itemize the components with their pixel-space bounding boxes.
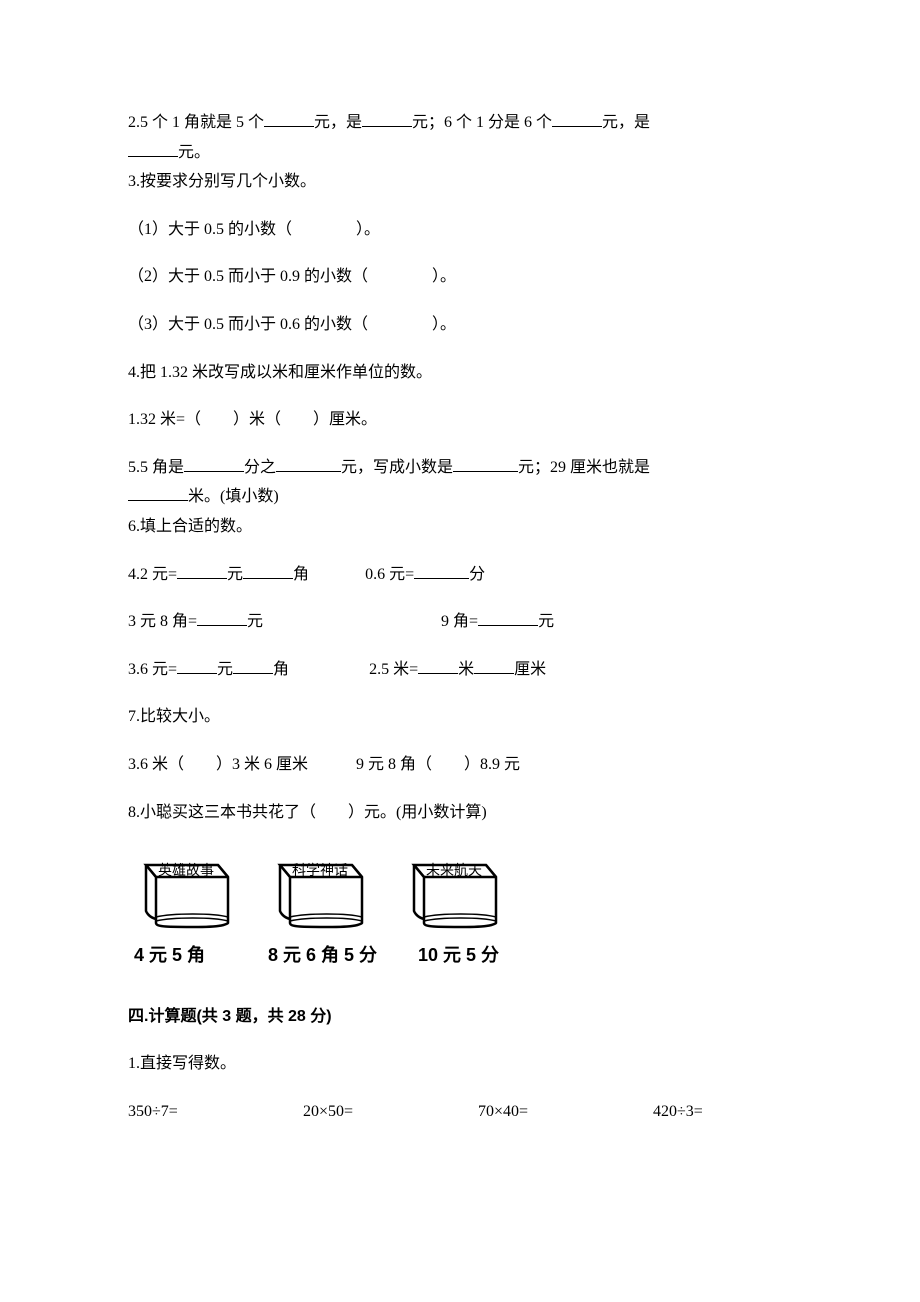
q6-r3a-mid: 元 — [217, 661, 233, 678]
q6-r2a-pre: 3 元 8 角= — [128, 613, 197, 630]
blank — [177, 658, 217, 674]
q6-r3a-end: 角 — [273, 661, 289, 678]
blank — [474, 658, 514, 674]
books-row: 英雄故事 科学神话 未来航天 — [128, 847, 792, 937]
prices-row: 4 元 5 角 8 元 6 角 5 分 10 元 5 分 — [128, 941, 792, 970]
blank — [184, 456, 244, 472]
question-7-expr: 3.6 米（ ）3 米 6 厘米 9 元 8 角（ ）8.9 元 — [128, 752, 792, 778]
q2-mid3: 元，是 — [602, 114, 650, 131]
q6-r1a-pre: 4.2 元= — [128, 566, 177, 583]
blank — [233, 658, 273, 674]
book-icon: 英雄故事 — [128, 847, 238, 937]
blank — [197, 610, 247, 626]
book-item-3: 未来航天 — [396, 847, 506, 937]
question-4-expr: 1.32 米=（ ）米（ ）厘米。 — [128, 407, 792, 433]
q5-mid2: 元，写成小数是 — [341, 459, 453, 476]
q6-r3b-pre: 2.5 米= — [369, 661, 418, 678]
q6-r1b-pre: 0.6 元= — [365, 566, 414, 583]
blank — [414, 563, 469, 579]
q6-r2b-end: 元 — [538, 613, 554, 630]
question-7-title: 7.比较大小。 — [128, 704, 792, 730]
blank — [177, 563, 227, 579]
blank — [264, 111, 314, 127]
section-4-q1: 1.直接写得数。 — [128, 1051, 792, 1077]
question-4-title: 4.把 1.32 米改写成以米和厘米作单位的数。 — [128, 360, 792, 386]
blank — [243, 563, 293, 579]
question-2-line2: 元。 — [128, 140, 792, 166]
question-3-item3: （3）大于 0.5 而小于 0.6 的小数（ ）。 — [128, 312, 792, 338]
question-3-item1: （1）大于 0.5 的小数（ ）。 — [128, 217, 792, 243]
question-3-title: 3.按要求分别写几个小数。 — [128, 169, 792, 195]
calc-row: 350÷7= 20×50= 70×40= 420÷3= — [128, 1099, 792, 1125]
question-8-title: 8.小聪买这三本书共花了（ ）元。(用小数计算) — [128, 800, 792, 826]
q5-mid1: 分之 — [244, 459, 276, 476]
blank — [478, 610, 538, 626]
blank — [128, 485, 188, 501]
blank — [128, 141, 178, 157]
book-item-2: 科学神话 — [262, 847, 372, 937]
question-6-row2: 3 元 8 角= 元 9 角= 元 — [128, 609, 792, 635]
book-item-1: 英雄故事 — [128, 847, 238, 937]
q6-r1a-end: 角 — [293, 566, 309, 583]
blank — [276, 456, 341, 472]
question-5-line2: 米。(填小数) — [128, 484, 792, 510]
calc-item-3: 70×40= — [478, 1099, 653, 1125]
q2-prefix: 2.5 个 1 角就是 5 个 — [128, 114, 264, 131]
calc-item-1: 350÷7= — [128, 1099, 303, 1125]
q6-r3a-pre: 3.6 元= — [128, 661, 177, 678]
q2-mid2: 元；6 个 1 分是 6 个 — [412, 114, 552, 131]
calc-item-4: 420÷3= — [653, 1099, 703, 1125]
q5-prefix: 5.5 角是 — [128, 459, 184, 476]
blank — [362, 111, 412, 127]
book-label-2: 科学神话 — [292, 863, 348, 879]
blank — [418, 658, 458, 674]
calc-item-2: 20×50= — [303, 1099, 478, 1125]
q2-mid1: 元，是 — [314, 114, 362, 131]
section-4-title: 四.计算题(共 3 题，共 28 分) — [128, 1004, 792, 1030]
book-price-2: 8 元 6 角 5 分 — [262, 941, 388, 970]
book-label-3: 未来航天 — [426, 863, 482, 879]
question-3-item2: （2）大于 0.5 而小于 0.9 的小数（ ）。 — [128, 264, 792, 290]
q5-suffix: 米。(填小数) — [188, 488, 279, 505]
book-icon: 未来航天 — [396, 847, 506, 937]
q6-r3b-mid: 米 — [458, 661, 474, 678]
book-price-1: 4 元 5 角 — [128, 941, 238, 970]
q2-suffix: 元。 — [178, 144, 210, 161]
question-6-row3: 3.6 元= 元 角 2.5 米= 米 厘米 — [128, 657, 792, 683]
question-2-line1: 2.5 个 1 角就是 5 个 元，是 元；6 个 1 分是 6 个 元，是 — [128, 110, 792, 136]
book-price-3: 10 元 5 分 — [412, 941, 522, 970]
q6-r1a-mid: 元 — [227, 566, 243, 583]
blank — [453, 456, 518, 472]
blank — [552, 111, 602, 127]
q5-mid3: 元；29 厘米也就是 — [518, 459, 650, 476]
q6-r1b-end: 分 — [469, 566, 485, 583]
q6-r3b-end: 厘米 — [514, 661, 546, 678]
q6-r2b-pre: 9 角= — [441, 613, 478, 630]
book-icon: 科学神话 — [262, 847, 372, 937]
question-6-title: 6.填上合适的数。 — [128, 514, 792, 540]
q6-r2a-end: 元 — [247, 613, 263, 630]
question-6-row1: 4.2 元= 元 角 0.6 元= 分 — [128, 562, 792, 588]
book-label-1: 英雄故事 — [158, 862, 214, 879]
question-5-line1: 5.5 角是 分之 元，写成小数是 元；29 厘米也就是 — [128, 455, 792, 481]
